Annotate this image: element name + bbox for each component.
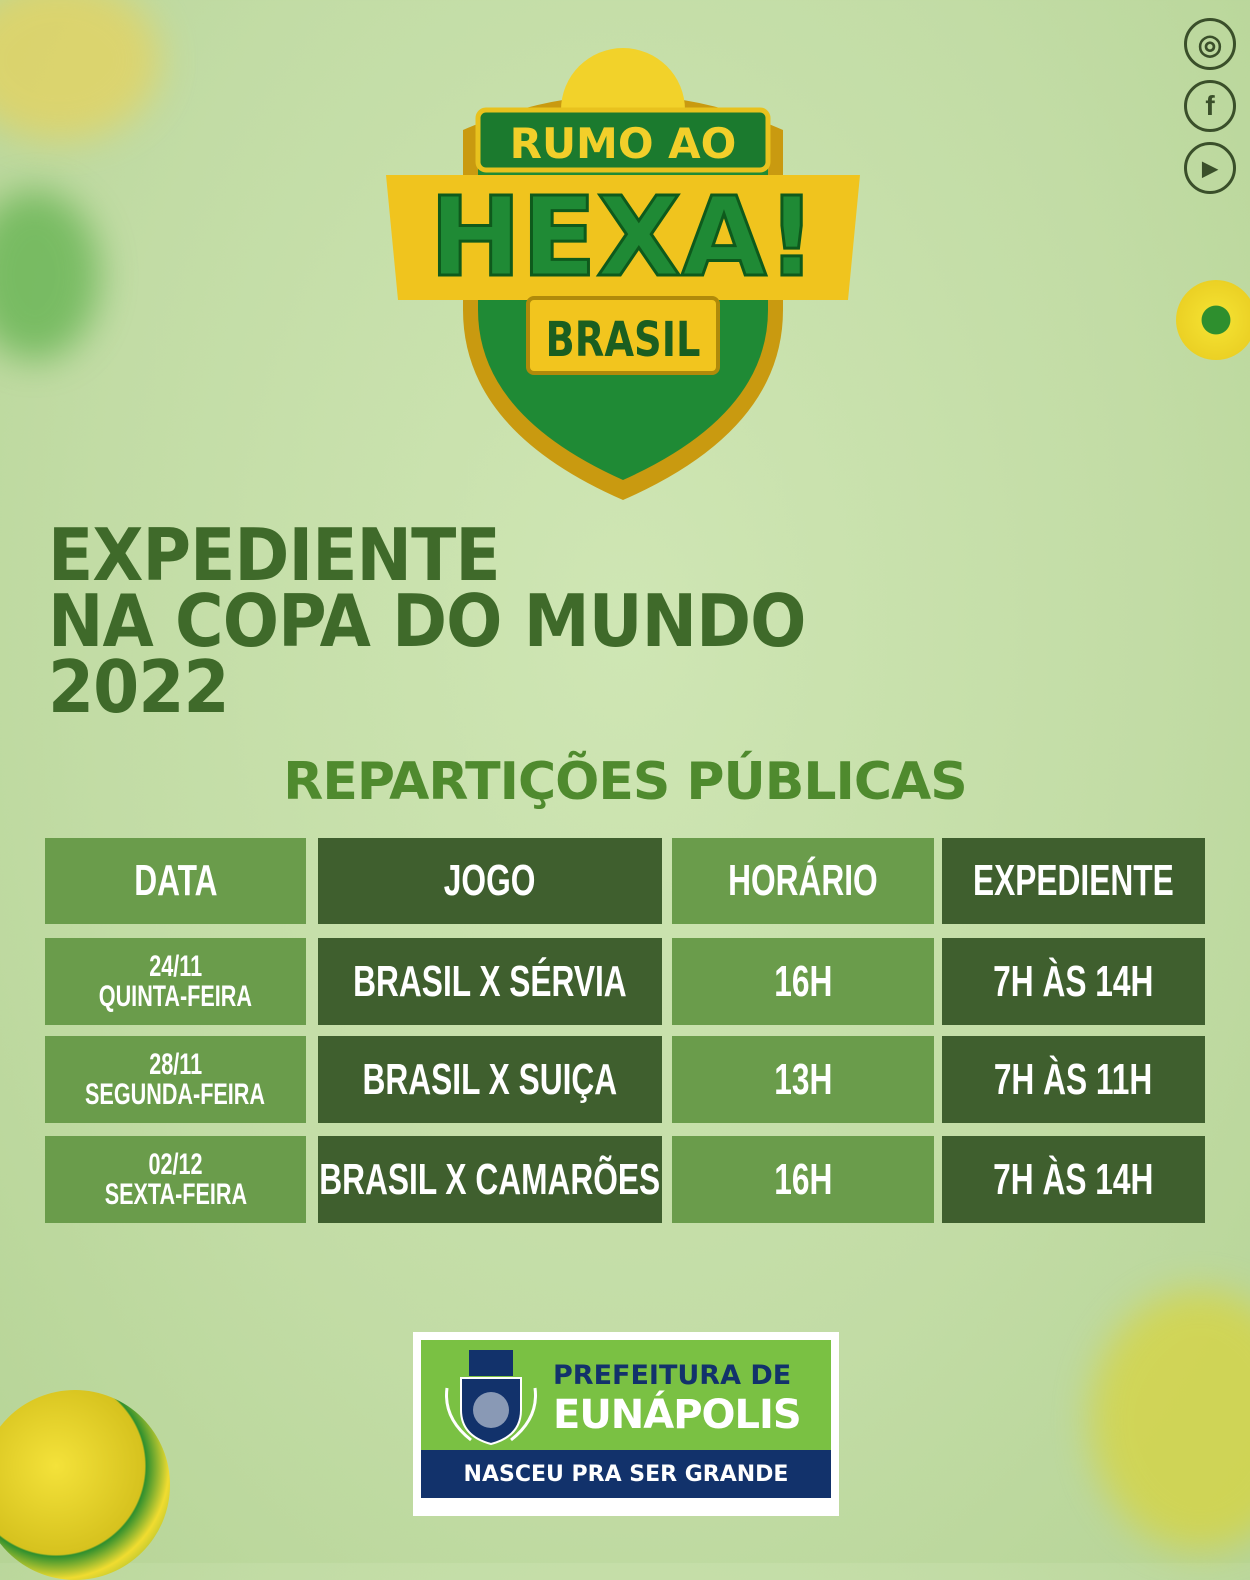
badge-line2: HEXA! [429,173,816,301]
instagram-glyph: ◎ [1197,28,1223,60]
title-line3: 2022 [48,645,230,729]
logo-slogan: NASCEU PRA SER GRANDE [421,1450,831,1498]
prefeitura-logo: PREFEITURA DE EUNÁPOLIS NASCEU PRA SER G… [413,1332,839,1516]
table-row-2-hours: 7H ÀS 11H [942,1036,1205,1123]
table-row-3-time: 16H [672,1136,934,1223]
facebook-icon[interactable]: f [1184,80,1236,132]
table-row-3-hours: 7H ÀS 14H [942,1136,1205,1223]
instagram-icon[interactable]: ◎ [1184,18,1236,70]
blurred-ball-decoration [1090,1290,1250,1550]
table-row-1-hours: 7H ÀS 14H [942,938,1205,1025]
logo-line2: EUNÁPOLIS [553,1392,802,1438]
title-line1: EXPEDIENTE [48,513,501,597]
table-row-3-game: BRASIL X CAMARÕES [318,1136,662,1223]
youtube-icon[interactable]: ▶ [1184,142,1236,194]
table-row-1-date: 24/11 QUINTA-FEIRA [45,938,306,1025]
city-seal-icon [445,1350,537,1446]
soccer-ball-decoration [1176,280,1250,360]
header-horario: HORÁRIO [672,838,934,924]
header-data: DATA [45,838,306,924]
table-row-1-game: BRASIL X SÉRVIA [318,938,662,1025]
facebook-glyph: f [1205,90,1215,121]
table-row-2-time: 13H [672,1036,934,1123]
soccer-ball-decoration [0,1390,170,1580]
table-row-2-date: 28/11 SEGUNDA-FEIRA [45,1036,306,1123]
table-row-3-date: 02/12 SEXTA-FEIRA [45,1136,306,1223]
blurred-ball-decoration [0,0,160,140]
logo-line1: PREFEITURA DE [553,1360,792,1391]
title-line2: NA COPA DO MUNDO [48,579,806,663]
subtitle: REPARTIÇÕES PÚBLICAS [283,752,967,812]
rumo-ao-hexa-badge: RUMO AO HEXA! BRASIL [386,48,860,500]
page-title: EXPEDIENTE NA COPA DO MUNDO 2022 [48,513,806,729]
badge-ribbon: BRASIL [546,313,701,368]
header-jogo: JOGO [318,838,662,924]
badge-line1: RUMO AO [510,119,737,168]
table-row-1-time: 16H [672,938,934,1025]
youtube-glyph: ▶ [1202,157,1218,180]
table-row-2-game: BRASIL X SUIÇA [318,1036,662,1123]
blurred-ball-decoration [0,190,100,360]
header-expediente: EXPEDIENTE [942,838,1205,924]
